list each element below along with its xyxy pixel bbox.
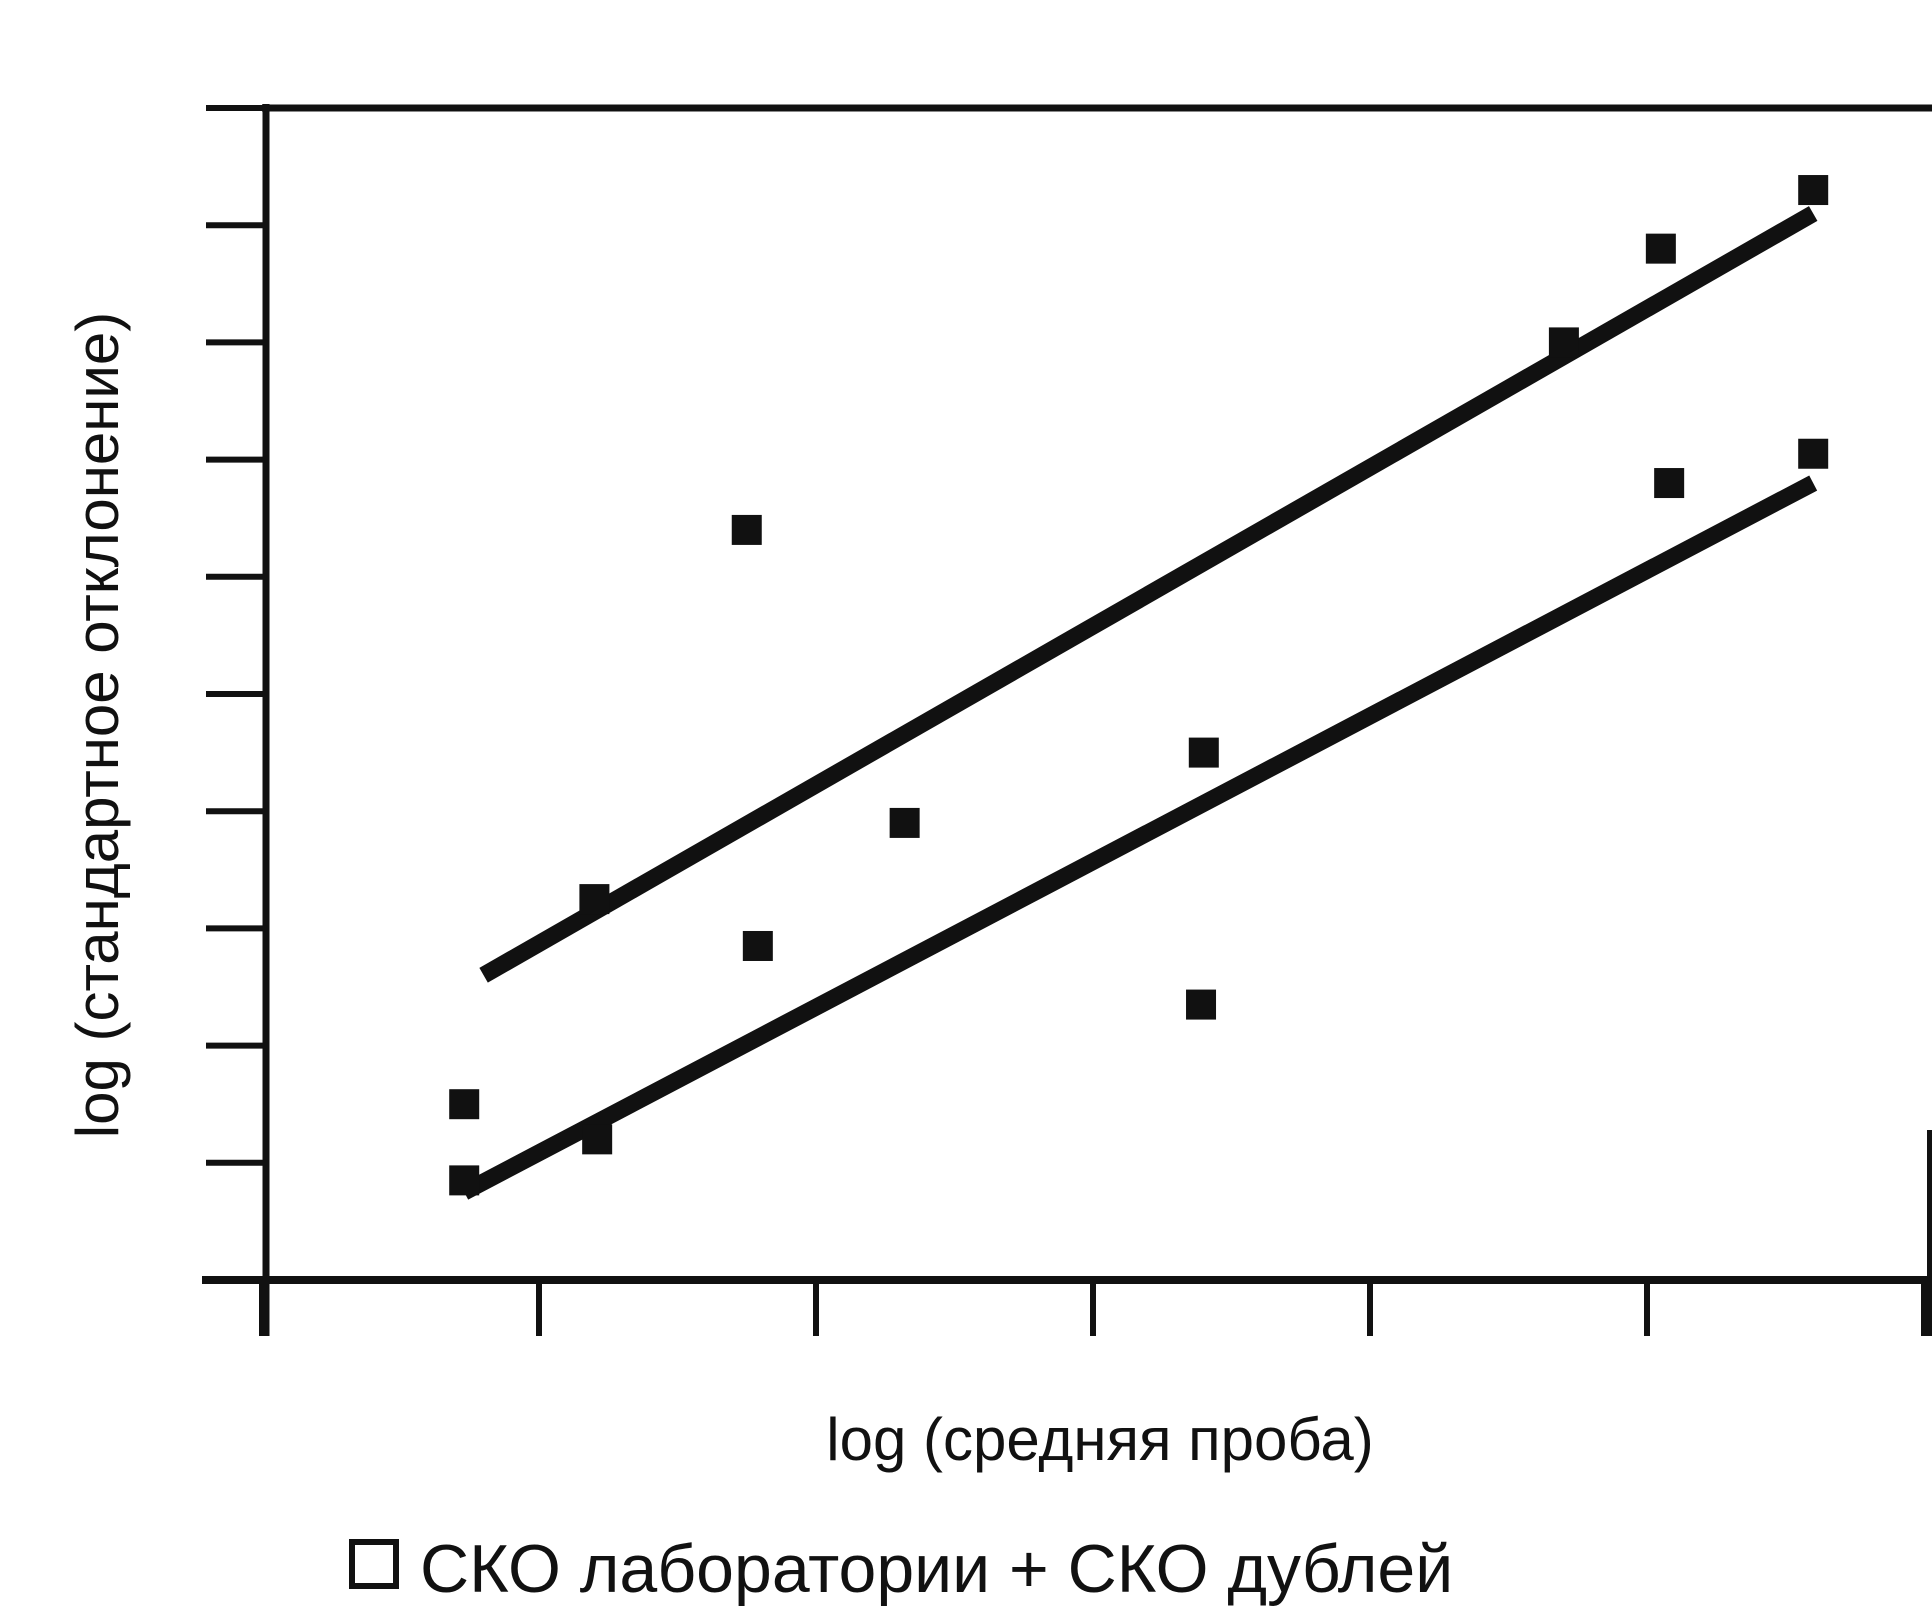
legend-label: СКО лаборатории + СКО дублей [420,1531,1453,1607]
legend: СКО лаборатории + СКО дублей [349,1531,1453,1607]
data-point-series-2 [1654,468,1685,499]
data-points [449,175,1829,1196]
data-point-series-2 [449,1165,480,1196]
data-point-series-1 [1798,175,1829,206]
trend-line-series-2 [460,475,1818,1200]
data-point-series-1 [1548,327,1579,358]
data-point-series-1 [449,1089,480,1120]
data-point-series-1 [889,807,920,838]
trend-lines [460,206,1818,1200]
trend-line-series-1 [479,206,1818,983]
legend-swatch [349,1539,399,1589]
axis-ticks [206,105,1927,1336]
data-point-series-1 [1188,737,1219,768]
data-point-series-1 [1645,233,1676,264]
data-point-series-1 [579,884,610,915]
data-point-series-1 [731,514,762,545]
data-point-series-2 [582,1124,613,1155]
data-point-series-2 [1186,989,1217,1020]
data-point-series-2 [742,930,773,961]
plot-frame [202,104,1932,1336]
data-point-series-2 [1798,438,1829,469]
x-axis-label: log (средняя проба) [826,1406,1374,1473]
y-axis-label: log (стандартное отклонение) [64,312,131,1139]
